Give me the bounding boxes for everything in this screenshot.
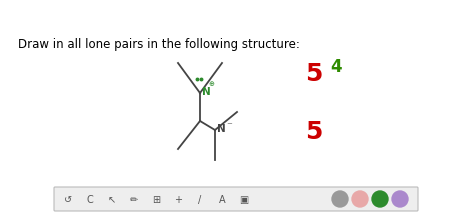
Circle shape (352, 191, 368, 207)
Text: C: C (87, 195, 93, 205)
Text: N: N (217, 124, 226, 134)
Text: 5: 5 (305, 62, 322, 86)
Text: ▣: ▣ (239, 195, 249, 205)
Text: 5: 5 (305, 120, 322, 144)
Text: ↖: ↖ (108, 195, 116, 205)
Text: /: / (199, 195, 201, 205)
Text: ⊕: ⊕ (208, 81, 214, 87)
Circle shape (392, 191, 408, 207)
Text: Draw in all lone pairs in the following structure:: Draw in all lone pairs in the following … (18, 38, 300, 51)
Text: ↺: ↺ (64, 195, 72, 205)
Text: ✏: ✏ (130, 195, 138, 205)
Text: 4: 4 (330, 58, 342, 76)
Circle shape (372, 191, 388, 207)
Text: N: N (202, 87, 211, 97)
Text: ⁻: ⁻ (226, 121, 232, 131)
FancyBboxPatch shape (54, 187, 418, 211)
Text: A: A (219, 195, 225, 205)
Text: +: + (174, 195, 182, 205)
Text: ⊞: ⊞ (152, 195, 160, 205)
Circle shape (332, 191, 348, 207)
